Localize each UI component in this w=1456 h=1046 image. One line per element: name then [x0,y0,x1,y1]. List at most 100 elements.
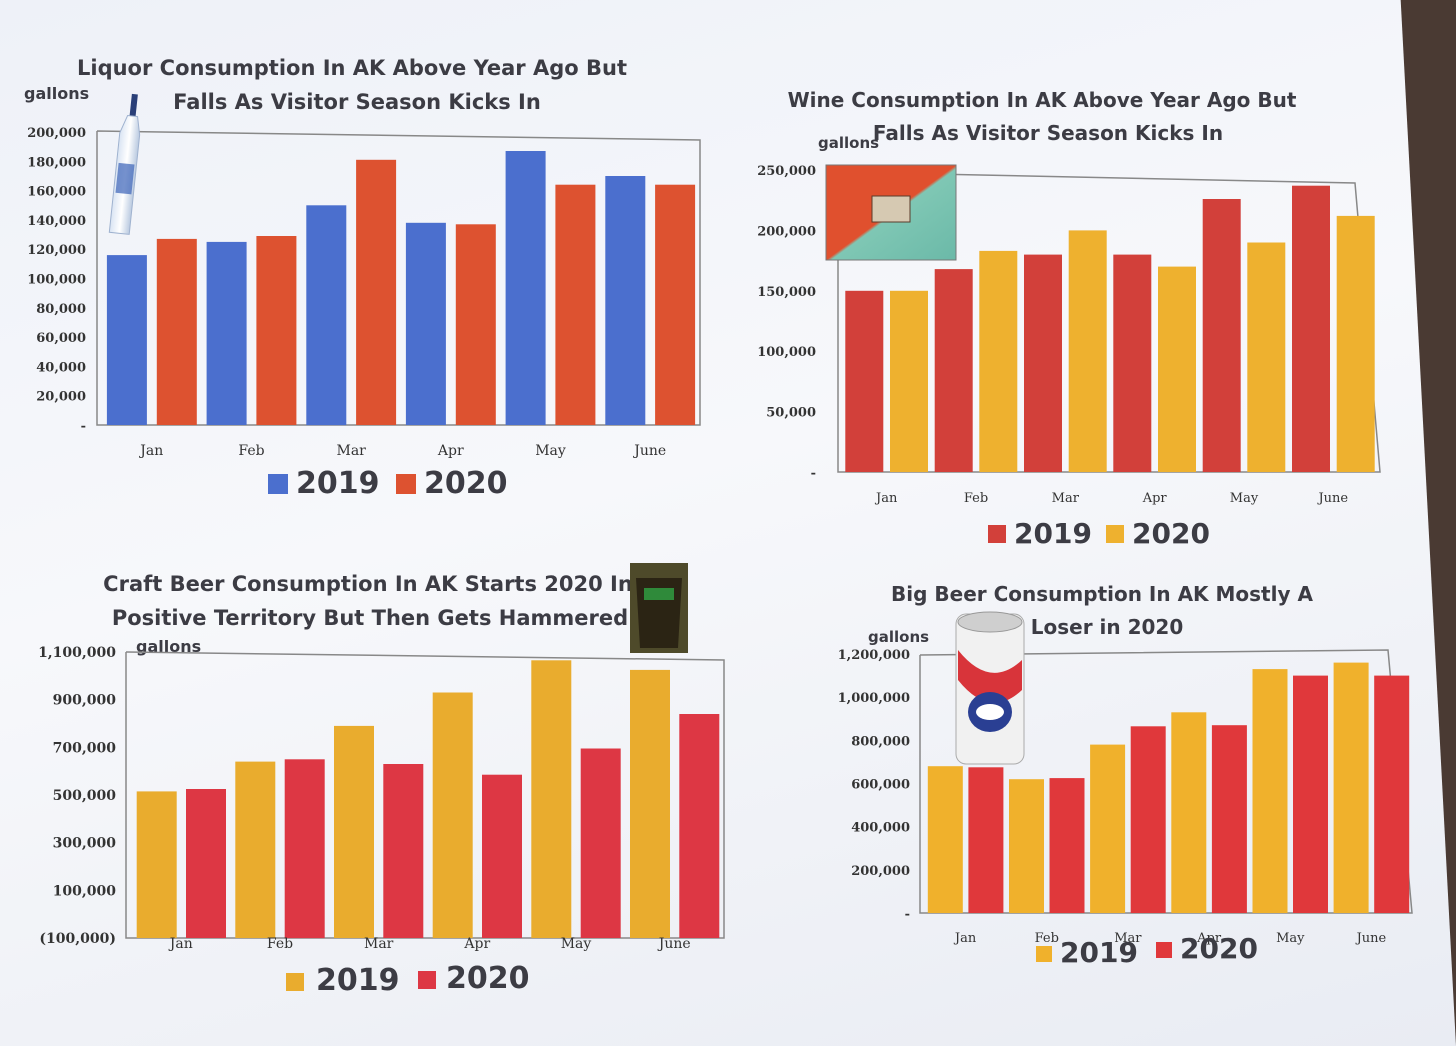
liquor-x-tick-label: Apr [437,443,464,459]
craft-y-tick-label: 900,000 [53,693,117,709]
craft-title-line-2: Positive Territory But Then Gets Hammere… [112,606,628,630]
wine-legend-swatch-2019 [988,525,1006,543]
wine-unit-label: gallons [818,134,879,152]
bigbeer-legend-2020: 2020 [1180,932,1258,965]
vodka-bottle-icon [108,93,141,235]
bigbeer-y-tick-label: 600,000 [851,778,910,793]
craft-legend-2020: 2020 [446,961,530,996]
bigbeer-bar-2019-feb [1009,779,1044,913]
bigbeer-bar-2020-may [1293,675,1328,913]
liquor-bar-2019-may [505,151,546,425]
bigbeer-y-axis: - 200,000 400,000 600,000 800,000 1,000,000 1,… [838,648,910,922]
bigbeer-bar-2019-apr [1171,712,1207,913]
craft-x-tick-label: June [657,936,691,952]
craft-bars [136,660,720,939]
craft-bar-2020-mar [383,764,424,938]
wine-bar-2019-june [1292,185,1330,472]
craft-plot-frame [125,651,725,939]
craft-bar-2019-jan [136,791,177,938]
liquor-y-tick-label: 120,000 [27,243,86,258]
craft-y-tick-label: (100,000) [39,931,116,947]
wine-y-tick-label: 50,000 [766,406,816,421]
liquor-chart: Liquor Consumption In AK Above Year Ago … [24,56,701,501]
bigbeer-y-tick-label: - [905,907,910,922]
bigbeer-x-tick-label: May [1276,931,1305,946]
liquor-x-tick-label: June [632,443,666,459]
liquor-legend-swatch-2020 [396,474,416,494]
wine-bar-2020-apr [1158,266,1196,472]
liquor-bar-2020-jan [156,238,197,425]
wine-bar-2019-feb [934,269,973,472]
craft-bar-2020-june [679,714,720,938]
craft-unit-label: gallons [136,637,201,656]
wine-x-tick-label: Mar [1052,491,1080,506]
liquor-x-tick-label: Feb [238,443,264,459]
craft-x-tick-label: Apr [463,936,490,952]
craft-x-axis: Jan Feb Mar Apr May June [168,936,691,952]
wine-title-line-2: Falls As Visitor Season Kicks In [873,121,1223,145]
liquor-legend: 2019 2020 [268,466,508,501]
liquor-bar-2019-mar [306,205,347,426]
wine-chart: Wine Consumption In AK Above Year Ago Bu… [757,88,1381,550]
wine-bar-2019-may [1202,199,1241,472]
liquor-x-tick-label: May [535,443,566,459]
bigbeer-legend-swatch-2020 [1156,942,1172,958]
bigbeer-y-tick-label: 200,000 [851,864,910,879]
bigbeer-y-tick-label: 400,000 [851,821,910,836]
wine-y-tick-label: 150,000 [757,285,816,300]
liquor-y-axis: - 20,000 40,000 60,000 80,000 100,000 120,000 1… [27,126,86,434]
wine-y-tick-label: 250,000 [757,164,816,179]
craft-bar-2019-feb [235,761,276,938]
wine-bar-2020-jan [890,290,928,472]
craft-bar-2019-may [531,660,572,938]
liquor-legend-2019: 2019 [296,466,380,501]
liquor-bar-2020-june [655,184,696,425]
bigbeer-x-tick-label: Apr [1196,931,1222,946]
craft-y-axis: (100,000) 100,000 300,000 500,000 700,000 900… [38,645,116,947]
craft-bar-2020-apr [482,774,522,938]
bigbeer-x-tick-label: Mar [1114,931,1142,946]
wine-legend-swatch-2020 [1106,525,1124,543]
craft-bar-2020-feb [284,759,325,939]
liquor-y-tick-label: 160,000 [27,185,86,200]
liquor-bar-2020-may [555,184,596,425]
wine-x-tick-label: June [1316,491,1348,506]
liquor-y-tick-label: 200,000 [27,126,86,141]
bigbeer-title-line-2: Loser in 2020 [1031,615,1184,639]
craft-bar-2020-jan [186,789,226,938]
wine-bars [845,185,1375,472]
bigbeer-bars [927,662,1410,913]
wine-x-tick-label: Feb [964,491,988,506]
liquor-y-tick-label: 180,000 [27,155,86,170]
liquor-y-tick-label: 20,000 [36,390,86,405]
liquor-bar-2020-mar [356,159,397,426]
craft-bar-2019-mar [334,725,374,938]
craft-bar-2019-june [630,669,670,938]
liquor-y-tick-label: 100,000 [27,273,86,288]
liquor-bars [106,151,696,426]
craft-legend-2019: 2019 [316,963,400,998]
craft-title-line-1: Craft Beer Consumption In AK Starts 2020… [103,572,633,596]
bigbeer-unit-label: gallons [868,628,929,646]
wine-bar-2020-may [1247,242,1286,472]
liquor-y-tick-label: 40,000 [36,360,86,375]
wine-legend-2019: 2019 [1014,517,1092,550]
bigbeer-y-tick-label: 1,000,000 [838,691,910,706]
bigbeer-bar-2020-jan [968,767,1004,913]
craft-legend-swatch-2019 [286,973,304,991]
liquor-x-tick-label: Jan [138,443,163,459]
wine-x-tick-label: Jan [874,491,898,506]
liquor-y-tick-label: 80,000 [36,302,86,317]
wine-x-tick-label: May [1230,491,1259,506]
bigbeer-x-tick-label: June [1355,931,1387,946]
liquor-legend-2020: 2020 [424,466,508,501]
craft-y-tick-label: 500,000 [53,788,117,804]
bigbeer-bar-2020-feb [1049,778,1085,913]
craft-beer-chart: Craft Beer Consumption In AK Starts 2020… [38,563,725,998]
bigbeer-y-tick-label: 1,200,000 [838,648,910,663]
liquor-x-axis: Jan Feb Mar Apr May June [138,443,666,459]
liquor-title-line-1: Liquor Consumption In AK Above Year Ago … [77,56,627,80]
bigbeer-x-tick-label: Feb [1035,931,1059,946]
bigbeer-plot-frame [919,649,1413,914]
bigbeer-legend: 2019 2020 [1036,932,1258,969]
